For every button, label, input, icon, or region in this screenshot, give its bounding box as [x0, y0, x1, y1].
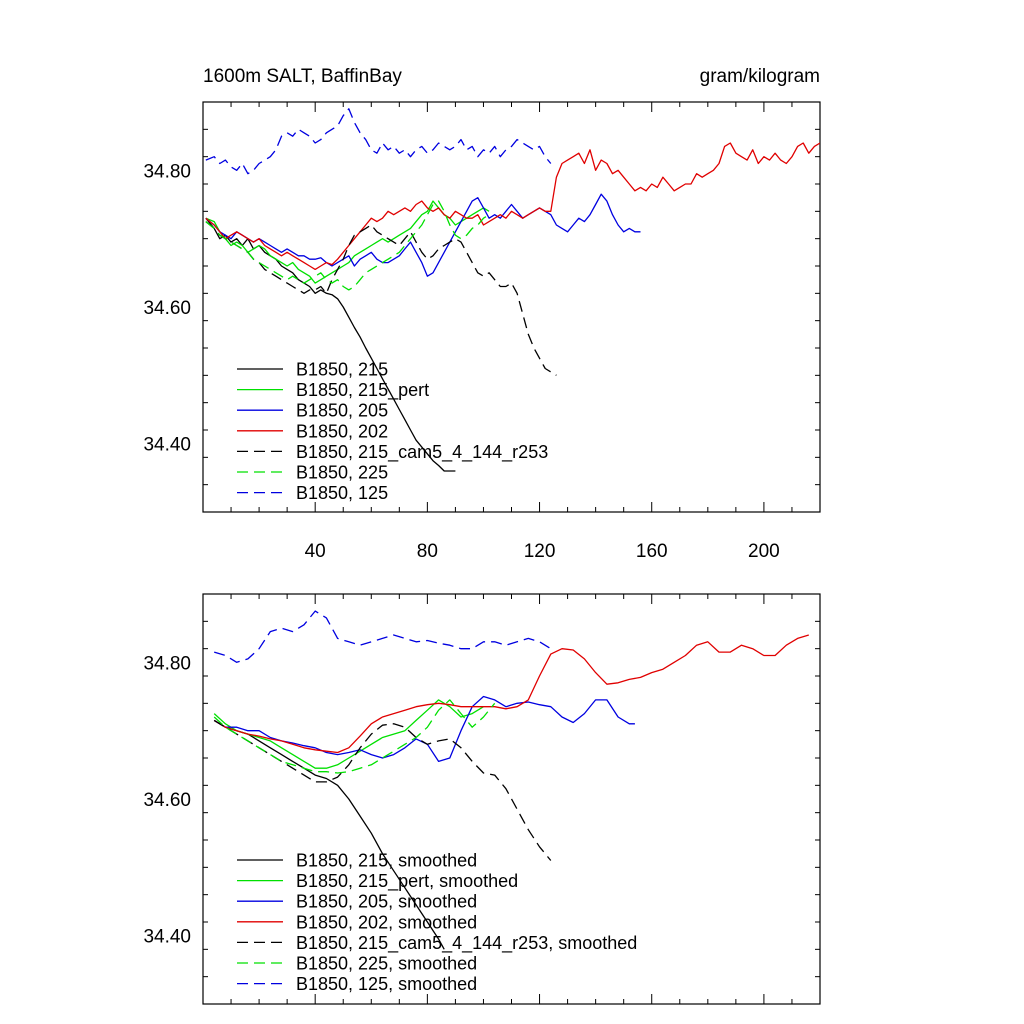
series-line-b1850-202: [205, 142, 820, 271]
y-tick-label: 34.60: [143, 298, 191, 319]
panel-top: 34.40 34.60 34.80 40 80 120 160 200 1600m SALT, …: [143, 66, 821, 562]
series-line-b1850-215: [205, 217, 456, 472]
series-line-b1850-215-cam5-4-144-r253: [205, 221, 557, 376]
x-tick-label: 80: [417, 541, 438, 562]
chart-title: 1600m SALT, BaffinBay: [203, 66, 402, 87]
legend-label: B1850, 225: [296, 463, 388, 483]
y-tick-label: 34.60: [143, 790, 191, 811]
series-line-b1850-202-smoothed: [213, 634, 809, 754]
series-line-b1850-125-smoothed: [214, 610, 552, 663]
series-line-b1850-225: [205, 200, 490, 291]
series-line-b1850-205: [205, 193, 641, 277]
series-line-b1850-225-smoothed: [213, 699, 496, 774]
series-line-b1850-215-pert: [205, 200, 490, 284]
legend-label: B1850, 215: [296, 360, 388, 380]
x-tick-label: 120: [524, 541, 556, 562]
legend-label: B1850, 215_cam5_4_144_r253: [296, 442, 548, 463]
y-tick-label: 34.80: [143, 161, 191, 182]
series-line-b1850-215-pert-smoothed: [213, 699, 484, 769]
legend-label: B1850, 205: [296, 401, 388, 421]
legend-label: B1850, 215_pert, smoothed: [296, 871, 518, 892]
y-tick-label: 34.40: [143, 927, 191, 948]
y-tick-label: 34.40: [143, 435, 191, 456]
legend-label: B1850, 215_cam5_4_144_r253, smoothed: [296, 933, 637, 954]
legend-label: B1850, 215_pert: [296, 380, 429, 401]
series-line-b1850-215-cam5-4-144-r253-smoothed: [213, 719, 552, 861]
series-line-b1850-125: [205, 108, 552, 175]
legend-label: B1850, 205, smoothed: [296, 892, 477, 912]
x-tick-label: 160: [636, 541, 668, 562]
x-tick-label: 40: [305, 541, 326, 562]
legend-label: B1850, 225, smoothed: [296, 954, 477, 974]
legend-label: B1850, 125, smoothed: [296, 974, 477, 994]
x-tick-label: 200: [748, 541, 780, 562]
legend-label: B1850, 202, smoothed: [296, 912, 477, 932]
series-line-b1850-215-smoothed: [213, 719, 445, 950]
y-tick-label: 34.80: [143, 653, 191, 674]
units-label: gram/kilogram: [700, 66, 820, 87]
legend-label: B1850, 125: [296, 483, 388, 503]
legend-label: B1850, 202: [296, 421, 388, 441]
legend-label: B1850, 215, smoothed: [296, 851, 477, 871]
